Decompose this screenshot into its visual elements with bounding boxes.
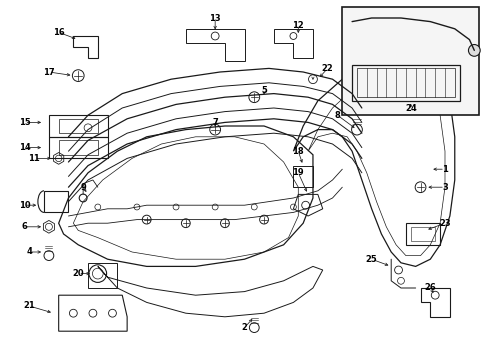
Text: 8: 8 [334, 111, 340, 120]
Text: 13: 13 [209, 14, 221, 23]
Text: 22: 22 [321, 64, 333, 73]
Circle shape [468, 45, 479, 56]
Text: 1: 1 [441, 165, 447, 174]
Bar [356, 68, 454, 97]
Text: 5: 5 [261, 86, 266, 95]
Bar [351, 65, 459, 101]
Text: 23: 23 [438, 219, 450, 228]
Text: 4: 4 [26, 248, 32, 256]
Text: 19: 19 [292, 168, 304, 177]
Text: 26: 26 [424, 284, 435, 293]
Text: 25: 25 [365, 255, 377, 264]
Text: 14: 14 [19, 143, 30, 152]
Text: 20: 20 [72, 269, 84, 278]
Text: 17: 17 [43, 68, 55, 77]
Text: 24: 24 [404, 104, 416, 113]
Text: 10: 10 [19, 201, 30, 210]
Text: 18: 18 [292, 147, 304, 156]
Text: 3: 3 [441, 183, 447, 192]
Text: 2: 2 [241, 323, 247, 332]
Text: 21: 21 [23, 302, 35, 310]
Text: 7: 7 [212, 118, 218, 127]
Text: 16: 16 [53, 28, 64, 37]
Bar [342, 7, 478, 115]
Text: 15: 15 [19, 118, 30, 127]
Text: 12: 12 [292, 21, 304, 30]
Text: 9: 9 [80, 183, 86, 192]
Text: 11: 11 [28, 154, 40, 163]
Text: 6: 6 [21, 222, 27, 231]
